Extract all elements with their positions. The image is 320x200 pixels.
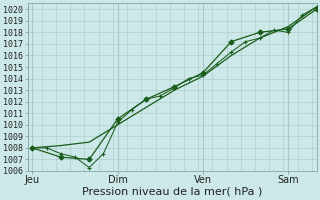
- X-axis label: Pression niveau de la mer( hPa ): Pression niveau de la mer( hPa ): [82, 187, 262, 197]
